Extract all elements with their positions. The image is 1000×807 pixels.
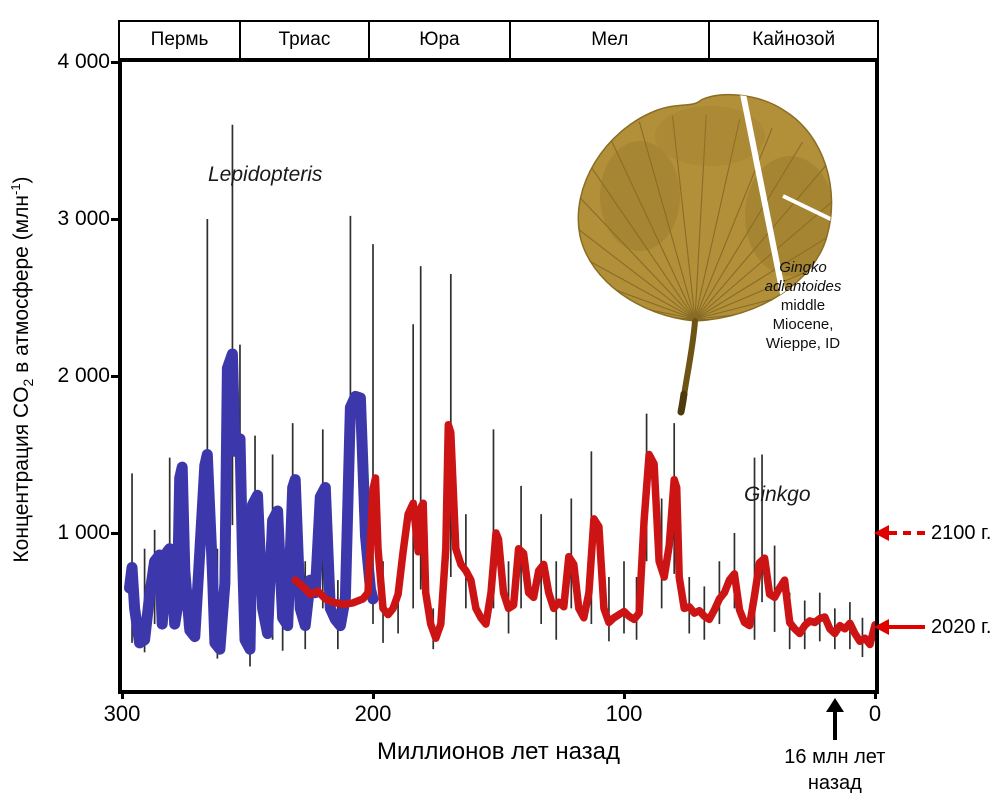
left-arrowhead-icon — [874, 525, 889, 541]
year-2020-label: 2020 г. — [931, 615, 992, 638]
geologic-period-band: Пермь Триас Юра Мел Кайнозой — [118, 20, 879, 60]
arrow-shaft — [832, 710, 837, 740]
sixteen-ma-up-arrow — [825, 698, 845, 740]
fossil-locality: Wieppe, ID — [765, 335, 841, 352]
period-триас: Триас — [241, 22, 370, 58]
y-tick-label: 2 000 — [57, 364, 110, 387]
co2-2020-level-arrow: 2020 г. — [874, 615, 991, 639]
y-tick-label: 3 000 — [57, 207, 110, 230]
y-tick-mark — [111, 61, 121, 64]
fossil-leaf-image — [545, 76, 867, 416]
sixteen-ma-label: 16 млн лет назад — [784, 746, 886, 794]
period-кайнозой: Кайнозой — [752, 29, 836, 50]
period-пермь: Пермь — [120, 22, 242, 58]
x-tick-mark — [120, 690, 124, 699]
fossil-genus: Gingko — [779, 259, 827, 276]
y-tick-label: 4 000 — [57, 50, 110, 73]
y-tick-mark — [111, 532, 121, 535]
chart-plot-area — [124, 124, 875, 667]
dashed-arrow-shaft — [889, 531, 925, 535]
series-label-lepidopteris: Lepidopteris — [208, 163, 323, 186]
co2-2100-projection-arrow: 2100 г. — [874, 521, 991, 545]
x-tick-mark — [873, 690, 877, 699]
x-tick-label: 100 — [605, 701, 643, 726]
period-мел: Мел — [511, 22, 711, 58]
x-tick-label: 200 — [354, 701, 392, 726]
fossil-age-2: Miocene, — [772, 316, 834, 333]
fossil-age-1: middle — [780, 297, 826, 314]
fossil-caption: Gingko adiantoides middle Miocene, Wiepp… — [736, 258, 870, 353]
fossil-species: adiantoides — [764, 278, 842, 295]
period-юра: Юра — [370, 22, 512, 58]
left-arrowhead-icon — [874, 619, 889, 636]
x-tick-mark — [622, 690, 626, 699]
x-axis-title: Миллионов лет назад — [376, 738, 621, 765]
solid-arrow-shaft — [889, 625, 925, 630]
y-tick-mark — [111, 218, 121, 221]
x-tick-label: 0 — [868, 701, 882, 726]
y-tick-label: 1 000 — [57, 521, 110, 544]
up-arrowhead-icon — [825, 698, 844, 712]
y-tick-mark — [111, 375, 121, 378]
series-label-ginkgo: Ginkgo — [744, 483, 811, 506]
x-tick-mark — [371, 690, 375, 699]
year-2100-label: 2100 г. — [931, 521, 992, 544]
x-tick-label: 300 — [103, 701, 141, 726]
